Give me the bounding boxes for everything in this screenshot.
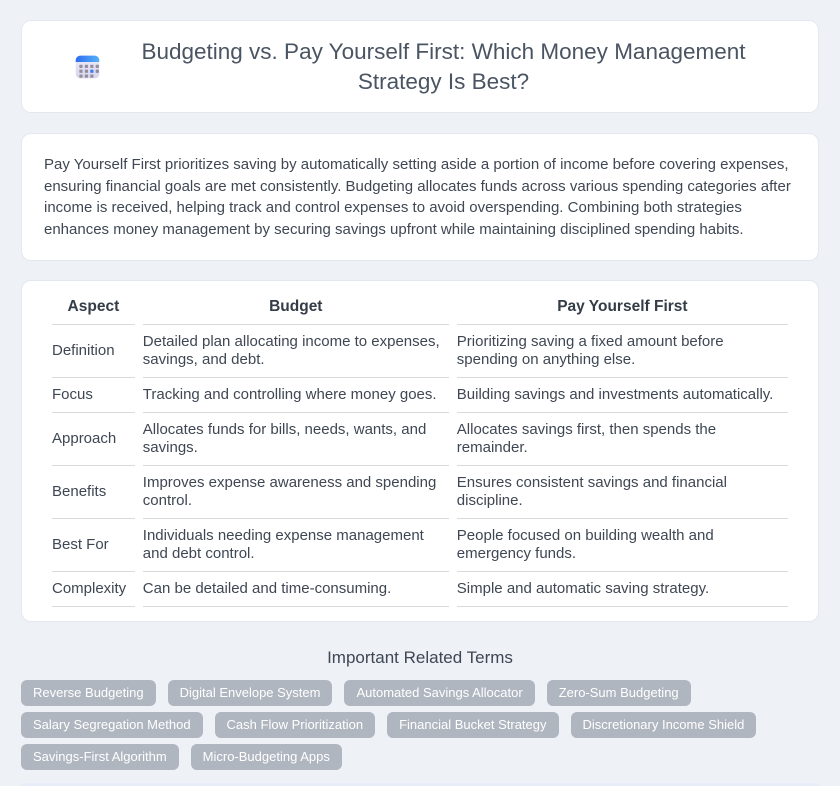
summary-card: Pay Yourself First prioritizes saving by… — [21, 133, 819, 261]
aspect-cell: Approach — [52, 413, 135, 466]
related-term-pill[interactable]: Savings-First Algorithm — [21, 744, 179, 770]
comparison-table-card: Aspect Budget Pay Yourself First Definit… — [21, 280, 819, 622]
calendar-icon — [73, 52, 102, 81]
budget-cell: Allocates funds for bills, needs, wants,… — [142, 413, 449, 466]
comparison-table: Aspect Budget Pay Yourself First Definit… — [44, 289, 796, 607]
header-aspect: Aspect — [52, 289, 135, 325]
pay-yourself-first-cell: Building savings and investments automat… — [456, 378, 788, 413]
table-header-row: Aspect Budget Pay Yourself First — [52, 289, 788, 325]
header-budget: Budget — [142, 289, 449, 325]
aspect-cell: Definition — [52, 325, 135, 378]
related-term-pill[interactable]: Salary Segregation Method — [21, 712, 203, 738]
pay-yourself-first-cell: Allocates savings first, then spends the… — [456, 413, 788, 466]
related-term-pill[interactable]: Discretionary Income Shield — [570, 712, 757, 738]
aspect-cell: Complexity — [52, 572, 135, 607]
related-terms-heading: Important Related Terms — [327, 648, 513, 667]
budget-cell: Detailed plan allocating income to expen… — [142, 325, 449, 378]
header-pay-yourself-first: Pay Yourself First — [456, 289, 788, 325]
table-row: Complexity Can be detailed and time-consu… — [52, 572, 788, 607]
page-title: Budgeting vs. Pay Yourself First: Which … — [141, 38, 746, 94]
pay-yourself-first-cell: Prioritizing saving a fixed amount befor… — [456, 325, 788, 378]
aspect-cell: Best For — [52, 519, 135, 572]
budget-cell: Can be detailed and time-consuming. — [142, 572, 449, 607]
table-row: Focus Tracking and controlling where mone… — [52, 378, 788, 413]
related-terms-list: Reverse Budgeting Digital Envelope System… — [21, 680, 819, 770]
aspect-cell: Benefits — [52, 466, 135, 519]
budget-cell: Improves expense awareness and spending … — [142, 466, 449, 519]
footer-bar: moneydiff.com — [20, 783, 820, 786]
pay-yourself-first-cell: Ensures consistent savings and financial… — [456, 466, 788, 519]
budget-cell: Individuals needing expense management a… — [142, 519, 449, 572]
related-term-pill[interactable]: Reverse Budgeting — [21, 680, 156, 706]
comparison-table-body: Definition Detailed plan allocating incom… — [52, 325, 788, 607]
table-row: Benefits Improves expense awareness and s… — [52, 466, 788, 519]
pay-yourself-first-cell: Simple and automatic saving strategy. — [456, 572, 788, 607]
related-term-pill[interactable]: Financial Bucket Strategy — [387, 712, 559, 738]
title-card: Budgeting vs. Pay Yourself First: Which … — [21, 20, 819, 113]
related-term-pill[interactable]: Digital Envelope System — [167, 680, 333, 706]
summary-paragraph: Pay Yourself First prioritizes saving by… — [44, 156, 791, 238]
budget-cell: Tracking and controlling where money goe… — [142, 378, 449, 413]
aspect-cell: Focus — [52, 378, 135, 413]
related-term-pill[interactable]: Micro-Budgeting Apps — [190, 744, 342, 770]
table-row: Approach Allocates funds for bills, needs… — [52, 413, 788, 466]
related-term-pill[interactable]: Cash Flow Prioritization — [214, 712, 376, 738]
related-term-pill[interactable]: Zero-Sum Budgeting — [546, 680, 691, 706]
pay-yourself-first-cell: People focused on building wealth and em… — [456, 519, 788, 572]
table-row: Definition Detailed plan allocating incom… — [52, 325, 788, 378]
table-row: Best For Individuals needing expense mana… — [52, 519, 788, 572]
related-term-pill[interactable]: Automated Savings Allocator — [344, 680, 535, 706]
